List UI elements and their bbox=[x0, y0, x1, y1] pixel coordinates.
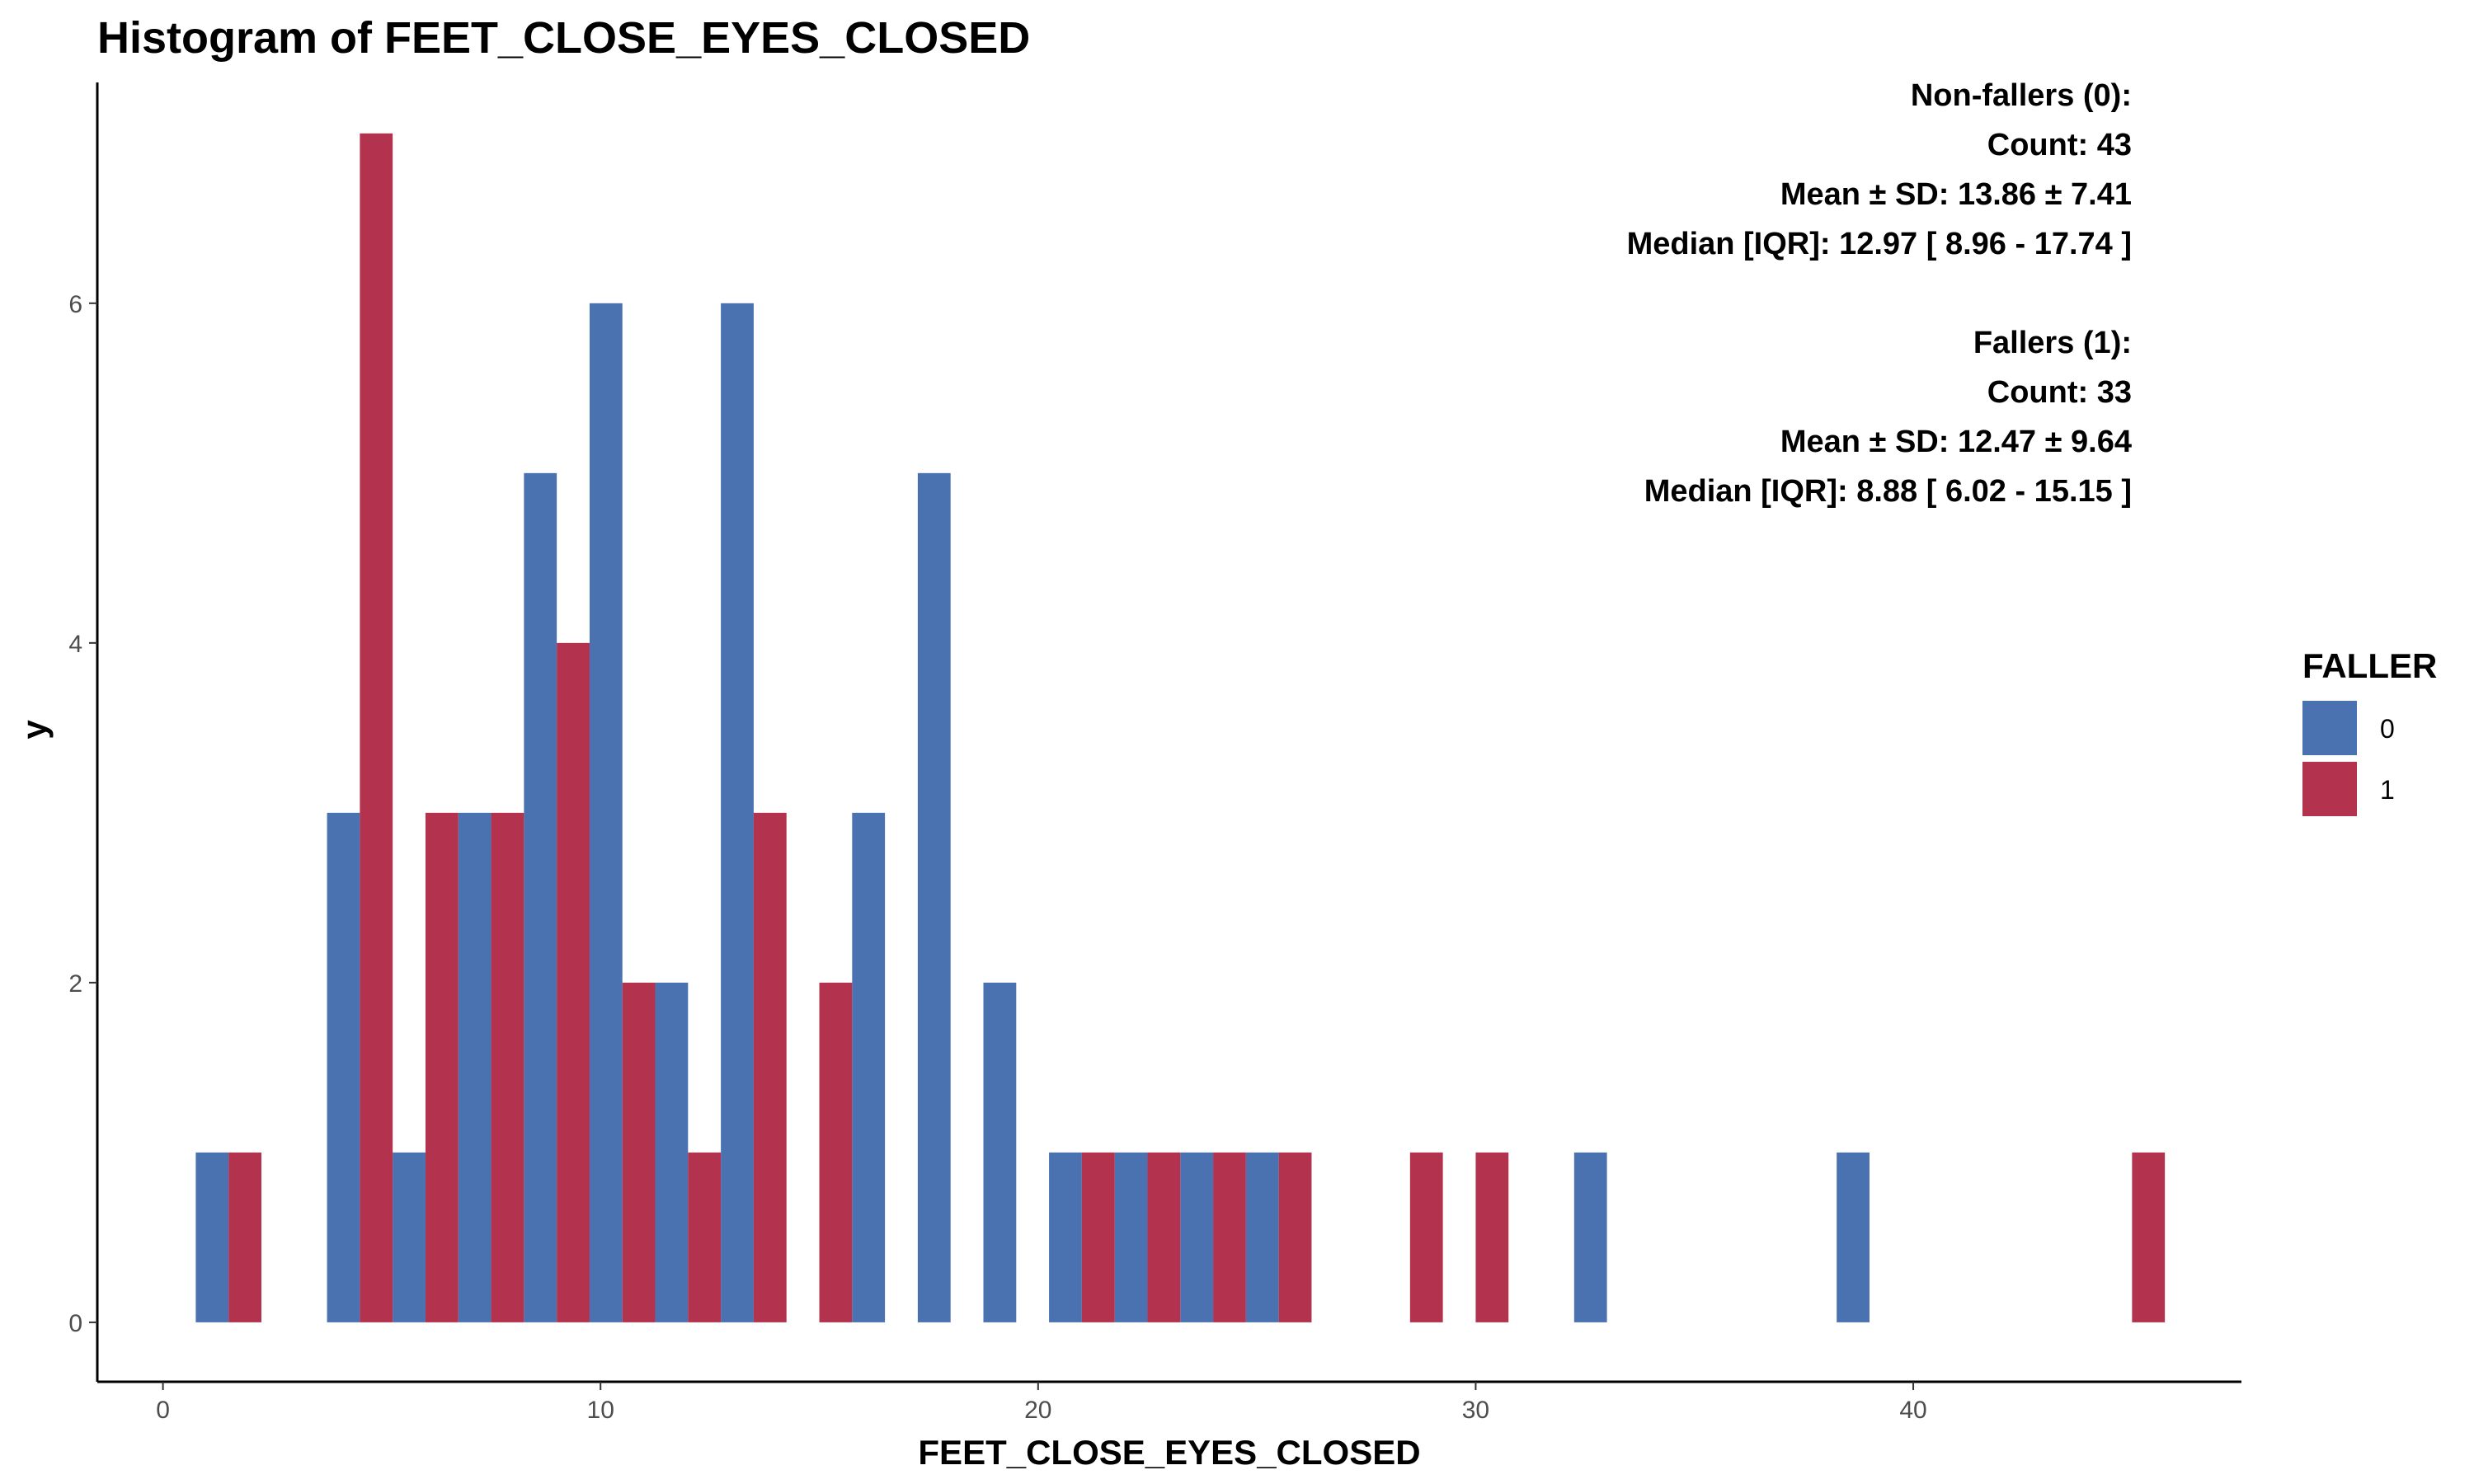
x-ticks: 0 10 20 30 40 bbox=[156, 1382, 1927, 1424]
stat-line-5: Fallers (1): bbox=[1973, 326, 2132, 360]
bar-faller-1-8 bbox=[819, 982, 853, 1322]
legend-label-0: 0 bbox=[2380, 714, 2395, 744]
bar-faller-1-2 bbox=[425, 812, 459, 1322]
stat-line-6: Count: 33 bbox=[1987, 375, 2132, 410]
x-tick-label: 0 bbox=[156, 1397, 170, 1424]
bar-faller-0-0 bbox=[195, 1152, 229, 1322]
bar-faller-1-4 bbox=[557, 642, 590, 1322]
bar-faller-1-7 bbox=[753, 812, 787, 1322]
bar-faller-0-6 bbox=[655, 982, 689, 1322]
bar-faller-1-6 bbox=[688, 1152, 722, 1322]
legend-key-0 bbox=[2302, 701, 2357, 755]
bar-faller-0-13 bbox=[1180, 1152, 1214, 1322]
summary-stats: Non-fallers (0): Count: 43 Mean ± SD: 13.8… bbox=[1627, 78, 2132, 509]
bars-layer bbox=[195, 133, 2166, 1322]
bar-faller-1-13 bbox=[1409, 1152, 1443, 1322]
stat-line-1: Count: 43 bbox=[1987, 128, 2132, 162]
y-ticks: 0 2 4 6 bbox=[68, 291, 97, 1337]
bar-faller-0-3 bbox=[458, 812, 492, 1322]
bar-faller-0-2 bbox=[393, 1152, 426, 1322]
bar-faller-1-5 bbox=[622, 982, 656, 1322]
legend-key-1 bbox=[2302, 762, 2357, 816]
bar-faller-1-12 bbox=[1278, 1152, 1312, 1322]
stat-line-0: Non-fallers (0): bbox=[1911, 78, 2132, 113]
x-tick-label: 40 bbox=[1899, 1397, 1926, 1424]
x-tick-label: 30 bbox=[1462, 1397, 1489, 1424]
bar-faller-0-1 bbox=[327, 812, 360, 1322]
bar-faller-0-4 bbox=[524, 472, 557, 1322]
legend-label-1: 1 bbox=[2380, 775, 2395, 805]
stat-line-2: Mean ± SD: 13.86 ± 7.41 bbox=[1780, 177, 2132, 212]
bar-faller-1-10 bbox=[1147, 1152, 1181, 1322]
bar-faller-1-14 bbox=[1475, 1152, 1509, 1322]
bar-faller-0-7 bbox=[721, 303, 754, 1322]
bar-faller-1-9 bbox=[1081, 1152, 1115, 1322]
legend-title: FALLER bbox=[2302, 646, 2437, 685]
chart-title: Histogram of FEET_CLOSE_EYES_CLOSED bbox=[97, 13, 1030, 63]
bar-faller-0-11 bbox=[1049, 1152, 1082, 1322]
bar-faller-1-3 bbox=[491, 812, 524, 1322]
bar-faller-0-8 bbox=[852, 812, 886, 1322]
bar-faller-0-5 bbox=[589, 303, 623, 1322]
stat-line-3: Median [IQR]: 12.97 [ 8.96 - 17.74 ] bbox=[1627, 227, 2132, 261]
y-tick-label: 0 bbox=[68, 1310, 82, 1337]
x-tick-label: 10 bbox=[587, 1397, 614, 1424]
bar-faller-1-0 bbox=[228, 1152, 261, 1322]
legend: FALLER 0 1 bbox=[2302, 646, 2437, 816]
bar-faller-0-9 bbox=[917, 472, 951, 1322]
y-tick-label: 4 bbox=[68, 631, 82, 658]
stat-line-7: Mean ± SD: 12.47 ± 9.64 bbox=[1780, 425, 2132, 459]
bar-faller-1-11 bbox=[1213, 1152, 1246, 1322]
bar-faller-0-10 bbox=[983, 982, 1017, 1322]
bar-faller-0-15 bbox=[1573, 1152, 1607, 1322]
stat-line-8: Median [IQR]: 8.88 [ 6.02 - 15.15 ] bbox=[1644, 474, 2132, 509]
y-tick-label: 6 bbox=[68, 291, 82, 318]
bar-faller-0-16 bbox=[1837, 1152, 1870, 1322]
x-tick-label: 20 bbox=[1024, 1397, 1051, 1424]
y-tick-label: 2 bbox=[68, 970, 82, 998]
bar-faller-1-1 bbox=[360, 133, 393, 1322]
bar-faller-1-15 bbox=[2132, 1152, 2166, 1322]
bar-faller-0-14 bbox=[1245, 1152, 1279, 1322]
x-axis-title: FEET_CLOSE_EYES_CLOSED bbox=[918, 1433, 1420, 1472]
y-axis-title: y bbox=[15, 720, 54, 740]
bar-faller-0-12 bbox=[1114, 1152, 1148, 1322]
